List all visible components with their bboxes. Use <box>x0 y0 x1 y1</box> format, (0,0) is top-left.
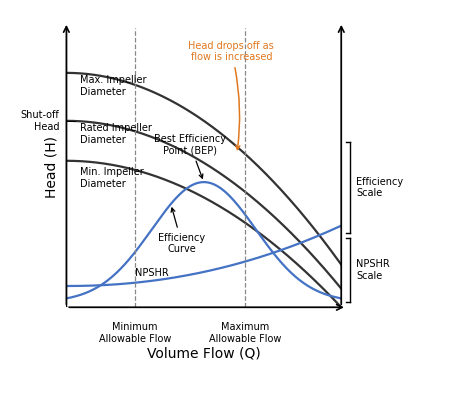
Text: Min. Impeller
Diameter: Min. Impeller Diameter <box>80 167 144 189</box>
Text: Head drops off as
flow is increased: Head drops off as flow is increased <box>189 41 274 149</box>
Text: Max. Impeller
Diameter: Max. Impeller Diameter <box>80 75 146 97</box>
Text: Efficiency
Curve: Efficiency Curve <box>158 208 205 254</box>
Text: Rated Impeller
Diameter: Rated Impeller Diameter <box>80 123 152 145</box>
Text: NPSHR
Scale: NPSHR Scale <box>356 259 390 281</box>
X-axis label: Volume Flow (Q): Volume Flow (Q) <box>147 346 261 360</box>
Text: Best Efficiency
Point (BEP): Best Efficiency Point (BEP) <box>154 134 226 178</box>
Text: Efficiency
Scale: Efficiency Scale <box>356 177 403 198</box>
Text: Shut-off
Head: Shut-off Head <box>21 110 60 132</box>
Y-axis label: Head (H): Head (H) <box>44 136 58 199</box>
Text: NPSHR: NPSHR <box>135 268 169 278</box>
Text: Minimum
Allowable Flow: Minimum Allowable Flow <box>99 322 171 344</box>
Text: Maximum
Allowable Flow: Maximum Allowable Flow <box>209 322 281 344</box>
